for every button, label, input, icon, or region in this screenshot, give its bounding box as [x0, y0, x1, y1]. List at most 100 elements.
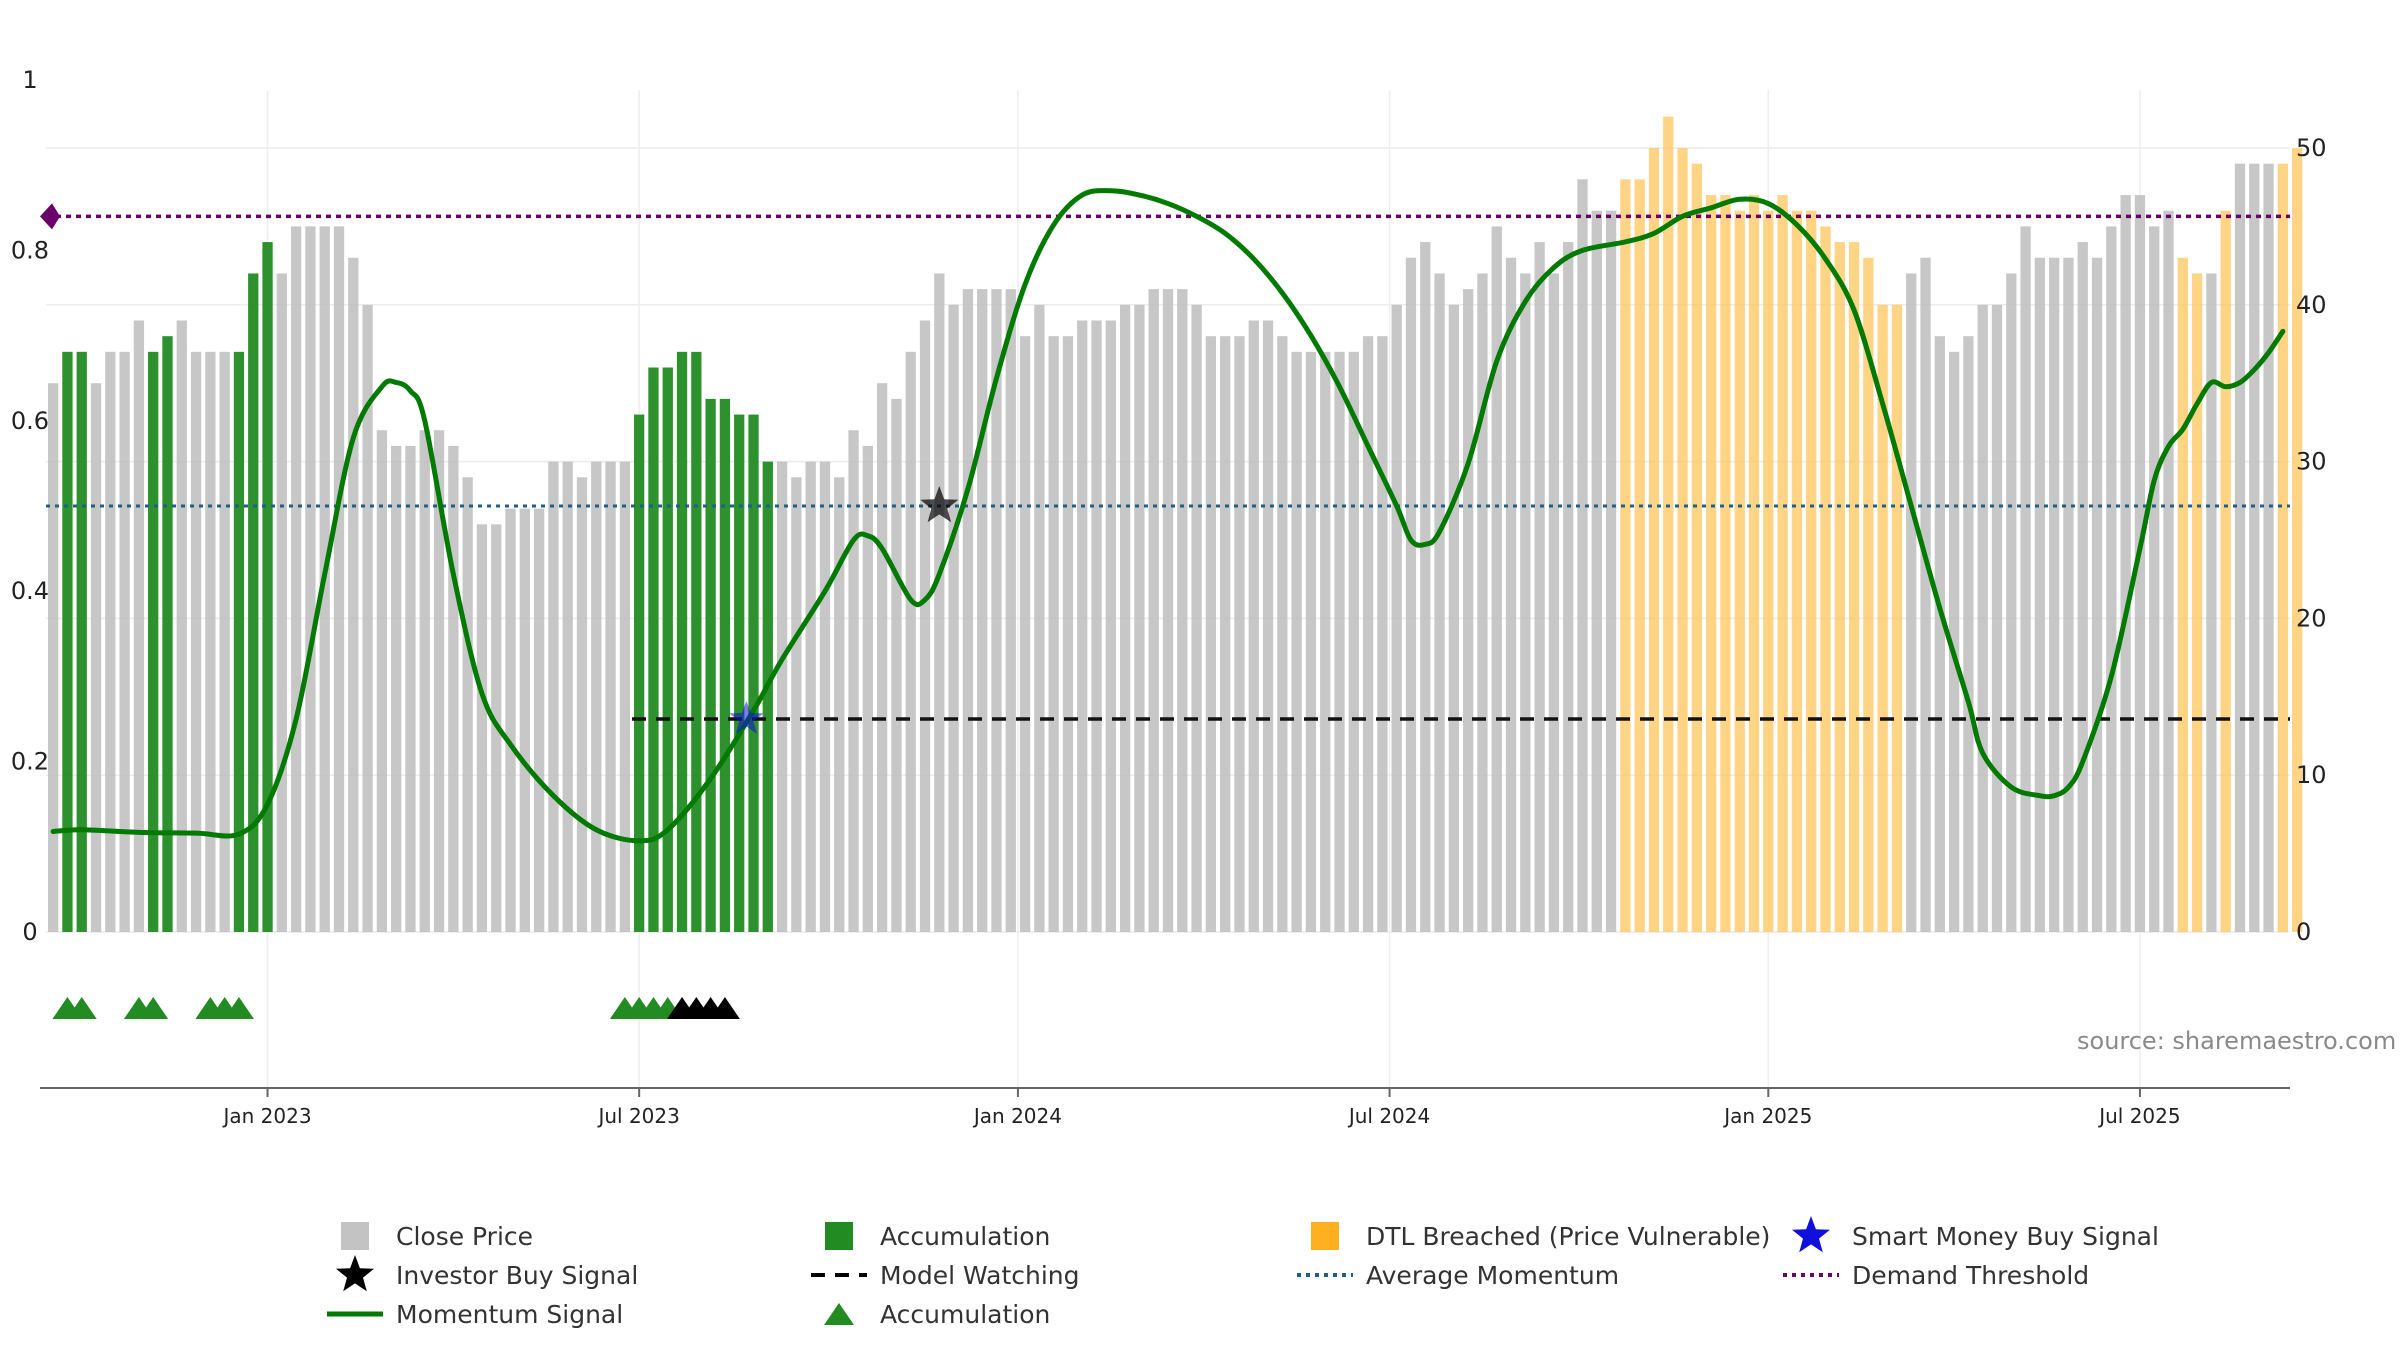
accumulation-bar — [233, 351, 245, 933]
close-price-bar — [1048, 336, 1059, 932]
close-price-bar — [391, 445, 402, 932]
dtl-breached-bar — [1820, 226, 1831, 932]
accumulation-bar — [748, 414, 759, 932]
close-price-bar — [1148, 289, 1159, 932]
accumulation-bar — [162, 336, 173, 932]
close-price-bar — [533, 508, 545, 932]
dtl-breached-bar — [1863, 257, 1874, 932]
close-price-bar — [962, 289, 974, 932]
close-price-bar — [90, 383, 102, 932]
close-price-bar — [934, 273, 945, 932]
close-price-bar — [1948, 351, 1960, 933]
close-price-bar — [448, 445, 459, 932]
dtl-breached-bar — [1720, 195, 1731, 933]
close-price-bar — [2106, 226, 2117, 932]
close-price-bar — [1019, 336, 1031, 932]
left-axis-tick: 1 — [22, 66, 37, 94]
left-axis-tick: 0 — [22, 918, 37, 946]
close-price-bar — [2263, 163, 2274, 932]
close-price-bar — [1248, 320, 1259, 933]
right-axis-tick: 20 — [2296, 604, 2327, 632]
close-price-bar — [1491, 226, 1502, 932]
x-axis-tick: Jan 2023 — [221, 1104, 311, 1128]
accumulation-bar — [76, 351, 87, 933]
close-price-bar — [1448, 304, 1460, 932]
close-price-bar — [876, 383, 888, 932]
close-price-bar — [891, 398, 902, 932]
close-price-bar — [2049, 257, 2060, 932]
close-price-bar — [605, 461, 616, 932]
close-price-bar — [991, 289, 1002, 932]
close-price-bar — [1477, 273, 1488, 932]
legend-item: Demand Threshold — [1783, 1261, 2089, 1290]
close-price-bar — [1162, 289, 1174, 932]
legend-label: Accumulation — [880, 1222, 1050, 1251]
demand-threshold-marker — [40, 203, 60, 230]
close-price-bar — [290, 226, 302, 932]
accumulation-triangle — [223, 997, 254, 1019]
accumulation-bar — [719, 398, 731, 932]
close-price-bar — [1348, 351, 1359, 933]
close-price-bar — [619, 461, 631, 932]
close-price-bar — [819, 461, 831, 932]
close-price-bar — [1320, 351, 1331, 933]
dtl-breached-bar — [1834, 242, 1845, 932]
close-price-bar — [348, 257, 359, 932]
close-price-bar — [219, 351, 230, 933]
left-axis-tick: 0.8 — [11, 236, 49, 264]
close-price-bar — [1134, 304, 1145, 932]
dtl-breached-bar — [1677, 148, 1688, 932]
accumulation-bar — [734, 414, 745, 932]
close-price-bar — [433, 430, 445, 932]
close-price-bar — [905, 351, 916, 933]
dtl-breached-bar — [1663, 116, 1674, 932]
close-price-bar — [2206, 273, 2217, 932]
close-price-bar — [1591, 210, 1602, 933]
right-axis-tick: 0 — [2296, 918, 2311, 946]
legend-label: Demand Threshold — [1852, 1261, 2089, 1290]
dtl-breached-bar — [1748, 195, 1760, 933]
dtl-breached-bar — [2292, 148, 2303, 932]
close-price-bar — [1563, 242, 1574, 932]
close-price-bar — [1605, 210, 1617, 933]
close-price-bar — [1334, 351, 1345, 933]
accumulation-triangle — [66, 997, 97, 1019]
investor-triangle — [709, 997, 740, 1019]
dtl-breached-bar — [1620, 179, 1631, 933]
close-price-bar — [1119, 304, 1131, 932]
legend-item: Investor Buy Signal — [336, 1255, 638, 1292]
close-price-bar — [562, 461, 573, 932]
close-price-bar — [1191, 304, 1202, 932]
close-price-bar — [1234, 336, 1245, 932]
legend-item: Average Momentum — [1297, 1261, 1619, 1290]
dtl-breached-bar — [1877, 304, 1888, 932]
close-price-bar — [2091, 257, 2103, 932]
dtl-breached-bar — [1777, 195, 1788, 933]
close-price-bar — [2020, 226, 2031, 932]
dtl-breached-bar — [1763, 210, 1774, 933]
left-axis-tick: 0.4 — [11, 577, 49, 605]
close-price-bar — [1391, 304, 1402, 932]
close-price-bar — [376, 430, 388, 932]
close-price-bar — [1005, 289, 1016, 932]
close-price-bar — [333, 226, 345, 932]
x-axis-tick: Jul 2024 — [1347, 1104, 1430, 1128]
close-price-bar — [2034, 257, 2046, 932]
legend-label: Investor Buy Signal — [396, 1261, 638, 1290]
accumulation-bar — [705, 398, 716, 932]
dtl-breached-bar — [1891, 304, 1903, 932]
close-price-bar — [133, 320, 145, 933]
legend-item: Smart Money Buy Signal — [1792, 1216, 2159, 1253]
close-price-bar — [1362, 336, 1374, 932]
dtl-breached-bar — [1791, 210, 1803, 933]
legend-star-icon — [336, 1255, 374, 1292]
legend-label: Smart Money Buy Signal — [1852, 1222, 2159, 1251]
legend-swatch — [825, 1222, 853, 1250]
close-price-bar — [1577, 179, 1588, 933]
close-price-bar — [1906, 273, 1917, 932]
close-price-bar — [419, 430, 430, 932]
close-price-bar — [2249, 163, 2260, 932]
close-price-bar — [462, 477, 473, 932]
